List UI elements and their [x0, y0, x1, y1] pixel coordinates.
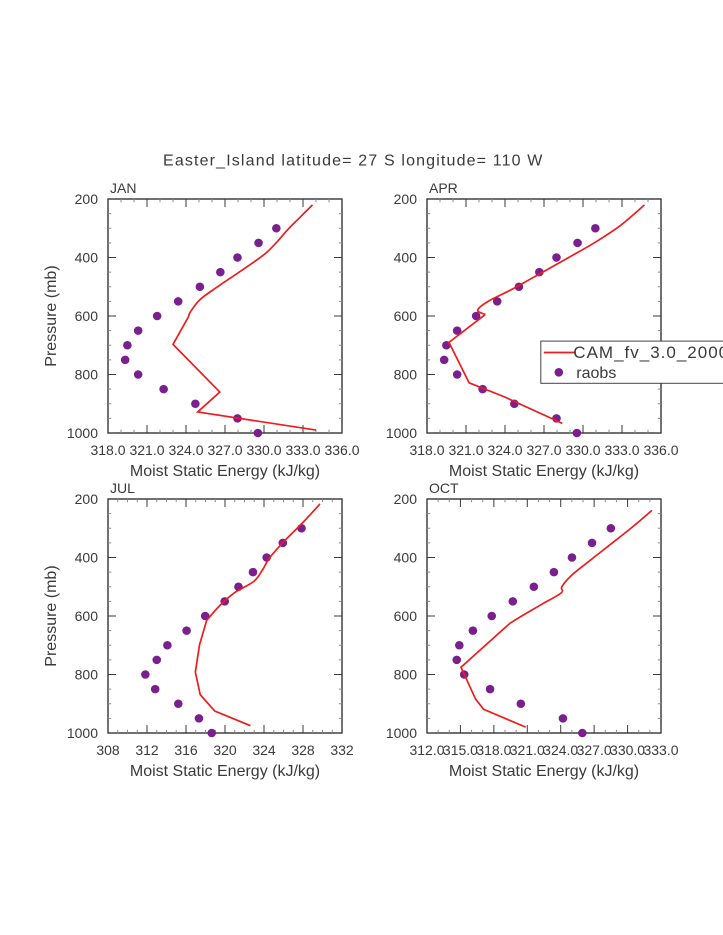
svg-text:312: 312 — [135, 742, 159, 758]
svg-text:200: 200 — [75, 191, 99, 207]
svg-text:321.0: 321.0 — [510, 742, 545, 758]
svg-text:400: 400 — [394, 550, 418, 566]
svg-text:333.0: 333.0 — [604, 442, 639, 458]
svg-text:336.0: 336.0 — [324, 442, 359, 458]
svg-text:327.0: 327.0 — [207, 442, 242, 458]
svg-text:1000: 1000 — [386, 425, 417, 441]
svg-text:800: 800 — [394, 367, 418, 383]
svg-text:318.0: 318.0 — [476, 742, 511, 758]
svg-text:330.0: 330.0 — [246, 442, 281, 458]
svg-text:308: 308 — [96, 742, 120, 758]
svg-text:321.0: 321.0 — [129, 442, 164, 458]
svg-text:336.0: 336.0 — [643, 442, 678, 458]
svg-text:1000: 1000 — [67, 725, 98, 741]
svg-text:Moist Static Energy (kJ/kg): Moist Static Energy (kJ/kg) — [449, 763, 639, 780]
svg-text:Pressure (mb): Pressure (mb) — [43, 565, 60, 666]
svg-text:Moist Static Energy (kJ/kg): Moist Static Energy (kJ/kg) — [449, 463, 639, 480]
svg-text:Moist Static Energy (kJ/kg): Moist Static Energy (kJ/kg) — [130, 763, 320, 780]
svg-text:327.0: 327.0 — [526, 442, 561, 458]
svg-text:JAN: JAN — [110, 180, 136, 196]
svg-text:1000: 1000 — [386, 725, 417, 741]
svg-text:600: 600 — [75, 608, 99, 624]
svg-text:JUL: JUL — [110, 480, 135, 496]
svg-text:333.0: 333.0 — [285, 442, 320, 458]
svg-text:APR: APR — [429, 180, 458, 196]
svg-text:324.0: 324.0 — [168, 442, 203, 458]
svg-text:raobs: raobs — [576, 365, 616, 382]
svg-text:800: 800 — [394, 667, 418, 683]
svg-text:600: 600 — [394, 308, 418, 324]
svg-text:600: 600 — [75, 308, 99, 324]
svg-text:324: 324 — [252, 742, 276, 758]
svg-text:316: 316 — [174, 742, 198, 758]
svg-text:312.0: 312.0 — [409, 742, 444, 758]
svg-text:318.0: 318.0 — [409, 442, 444, 458]
svg-text:600: 600 — [394, 608, 418, 624]
svg-text:315.0: 315.0 — [443, 742, 478, 758]
svg-text:328: 328 — [291, 742, 315, 758]
svg-text:318.0: 318.0 — [90, 442, 125, 458]
svg-text:324.0: 324.0 — [543, 742, 578, 758]
svg-text:200: 200 — [75, 491, 99, 507]
svg-text:200: 200 — [394, 191, 418, 207]
svg-text:330.0: 330.0 — [565, 442, 600, 458]
svg-text:800: 800 — [75, 367, 99, 383]
svg-text:Moist Static Energy (kJ/kg): Moist Static Energy (kJ/kg) — [130, 463, 320, 480]
svg-text:330.0: 330.0 — [610, 742, 645, 758]
svg-text:320: 320 — [213, 742, 237, 758]
svg-text:1000: 1000 — [67, 425, 98, 441]
svg-text:333.0: 333.0 — [643, 742, 678, 758]
svg-text:400: 400 — [75, 250, 99, 266]
svg-text:327.0: 327.0 — [577, 742, 612, 758]
svg-text:800: 800 — [75, 667, 99, 683]
svg-text:324.0: 324.0 — [487, 442, 522, 458]
svg-text:Pressure (mb): Pressure (mb) — [43, 265, 60, 366]
svg-text:321.0: 321.0 — [448, 442, 483, 458]
svg-text:Easter_Island latitude= 27: Easter_Island latitude= 27 S longitude= … — [163, 153, 544, 170]
svg-text:400: 400 — [75, 550, 99, 566]
svg-text:OCT: OCT — [429, 480, 459, 496]
svg-text:CAM_fv_3.0_2000: CAM_fv_3.0_2000 — [573, 343, 723, 362]
svg-text:200: 200 — [394, 491, 418, 507]
svg-text:400: 400 — [394, 250, 418, 266]
svg-text:332: 332 — [330, 742, 354, 758]
